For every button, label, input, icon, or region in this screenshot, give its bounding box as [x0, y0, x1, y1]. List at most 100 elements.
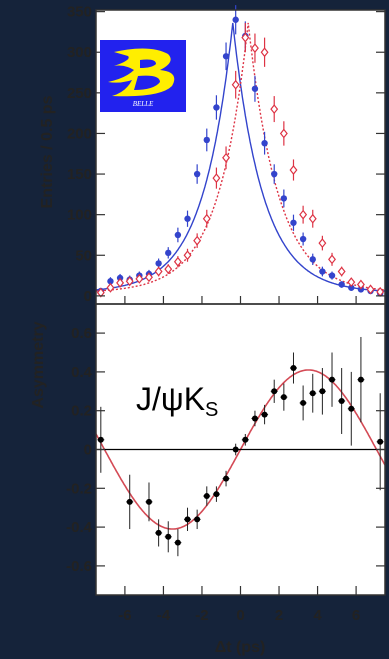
asym-point-4 [164, 521, 172, 553]
top-point-s1-2 [116, 277, 125, 288]
top-point-s1-0 [96, 287, 105, 298]
top-point-s1-4 [135, 273, 144, 284]
top-point-s1-16 [250, 33, 259, 63]
top-point-s1-21 [299, 205, 308, 224]
top-point-s0-17 [261, 131, 268, 155]
top-point-s0-20 [290, 214, 297, 231]
top-fit-curve-1 [95, 22, 386, 292]
top-ytick-label-2: 100 [67, 207, 92, 224]
top-point-s1-9 [183, 248, 192, 262]
bottom-ytick-label-3: 0 [84, 442, 92, 459]
top-point-s0-10 [193, 164, 201, 184]
top-ylabel: Entries / 0.5 ps [39, 95, 56, 208]
bottom-xtick-label-4: 2 [275, 607, 283, 624]
top-point-s0-25 [338, 281, 345, 288]
top-point-s0-11 [203, 128, 210, 152]
bottom-xtick-label-2: -2 [195, 607, 208, 624]
top-point-s0-16 [251, 75, 259, 102]
asym-point-3 [155, 519, 163, 547]
top-point-s1-26 [347, 277, 356, 288]
top-point-s0-24 [328, 271, 336, 280]
top-point-s1-1 [106, 282, 115, 293]
asym-point-14 [261, 404, 269, 425]
asym-point-23 [347, 371, 355, 446]
top-point-s1-18 [270, 96, 279, 123]
top-point-s0-7 [165, 247, 172, 259]
top-point-s1-28 [366, 284, 375, 295]
asym-point-5 [174, 529, 182, 557]
process-annotation: J/ψKS [136, 381, 218, 421]
bottom-ytick-label-4: 0.2 [71, 403, 92, 420]
top-ytick-label-1: 50 [75, 247, 92, 264]
top-point-s0-18 [271, 164, 278, 184]
asym-point-25 [376, 393, 384, 491]
asym-point-0 [97, 406, 105, 473]
top-point-s1-10 [193, 233, 202, 248]
top-point-s1-12 [212, 167, 221, 189]
top-point-s1-22 [308, 209, 317, 228]
asym-point-19 [309, 373, 317, 413]
top-point-s1-19 [279, 121, 288, 146]
asym-point-15 [270, 379, 278, 403]
asym-point-20 [318, 368, 326, 415]
top-point-s0-21 [299, 232, 307, 246]
bottom-xlabel: Δt (ps) [215, 639, 266, 656]
asym-point-22 [338, 368, 346, 434]
annotation-subscript: S [205, 399, 218, 421]
top-point-s1-13 [222, 146, 231, 170]
top-point-s1-25 [337, 266, 346, 277]
bottom-xtick-label-1: -4 [157, 607, 171, 624]
top-point-s1-3 [125, 276, 134, 287]
top-point-s1-24 [328, 252, 336, 266]
top-point-s1-17 [260, 37, 269, 67]
asym-point-13 [251, 410, 259, 427]
asym-point-2 [145, 482, 153, 522]
asym-point-10 [222, 470, 230, 487]
asym-point-7 [193, 509, 201, 530]
top-point-s1-6 [154, 266, 163, 277]
top-point-s0-9 [184, 210, 191, 227]
bottom-ytick-label-2: -0.2 [66, 480, 92, 497]
top-point-s0-19 [280, 189, 288, 208]
top-point-s1-15 [241, 22, 250, 53]
asym-point-6 [184, 507, 192, 531]
top-ytick-label-6: 300 [67, 44, 92, 61]
top-point-s0-23 [319, 266, 326, 277]
asym-point-21 [328, 352, 336, 407]
bottom-xtick-label-6: 6 [352, 607, 360, 624]
top-ytick-label-5: 250 [67, 85, 92, 102]
top-point-s0-22 [309, 253, 316, 266]
top-axis-ticks: 0 50 100 150 200 250 300 350 [67, 4, 385, 305]
belle-logo-text: BELLE [133, 100, 154, 108]
top-point-s1-23 [318, 235, 327, 251]
top-point-s1-5 [145, 272, 153, 283]
asym-point-18 [299, 385, 307, 421]
bottom-ytick-label-5: 0.4 [71, 364, 93, 381]
bottom-axis-ticks: -0.6 -0.4 -0.2 0 0.2 0.4 0.6 -6 -4 -2 0 2 4 6 [66, 325, 385, 624]
asym-point-8 [203, 486, 211, 506]
top-ytick-label-0: 0 [84, 288, 92, 305]
top-point-s1-14 [231, 70, 240, 99]
top-point-s0-8 [174, 227, 182, 243]
asym-point-16 [280, 383, 288, 411]
bottom-ytick-label-1: -0.4 [66, 519, 93, 536]
bottom-xtick-label-5: 4 [313, 607, 322, 624]
top-point-s1-11 [202, 209, 211, 228]
top-fit-curve-0 [95, 22, 386, 292]
asym-point-24 [357, 336, 365, 423]
bottom-xtick-label-3: 0 [236, 607, 244, 624]
asym-point-12 [241, 433, 249, 446]
bottom-ytick-label-0: -0.6 [66, 558, 92, 575]
belle-logo: BELLE [100, 40, 186, 112]
belle-b-logo-icon [108, 48, 175, 97]
top-data-points [96, 5, 385, 298]
top-ytick-label-4: 200 [67, 125, 92, 142]
asym-point-9 [212, 486, 220, 502]
top-point-s1-7 [164, 264, 173, 275]
annotation-main: J/ψK [136, 381, 205, 417]
top-point-s0-12 [213, 95, 220, 120]
top-ytick-label-7: 350 [67, 4, 92, 21]
top-point-s1-8 [173, 256, 182, 268]
bottom-ylabel: Asymmetry [30, 321, 47, 408]
